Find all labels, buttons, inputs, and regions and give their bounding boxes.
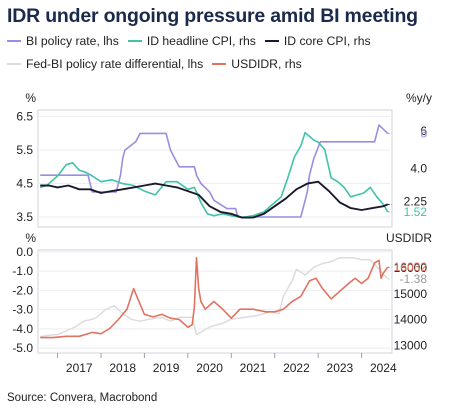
right-axis-label: %y/y [406, 91, 432, 105]
series-line [40, 256, 389, 339]
right-tick-label: 6 [420, 124, 427, 138]
right-tick-label: 4.0 [410, 162, 427, 176]
legend-label: BI policy rate, lhs [26, 34, 119, 48]
legend-item-core-cpi: ID core CPI, rhs [264, 34, 371, 48]
legend-label: ID headline CPI, rhs [146, 34, 256, 48]
legend-label: ID core CPI, rhs [283, 34, 371, 48]
legend-row-2: Fed-BI policy rate differential, lhs USD… [7, 57, 311, 71]
left-tick-label: 5.5 [16, 143, 33, 157]
legend-swatch [264, 39, 279, 43]
series-line [40, 256, 389, 338]
last-value-label: 1.52 [404, 205, 428, 219]
legend-swatch [7, 62, 21, 66]
series-line [39, 131, 389, 219]
right-tick-label: 13000 [394, 338, 428, 352]
legend-item-usdidr: USDIDR, rhs [212, 57, 302, 71]
x-tick-label: 2021 [240, 361, 267, 375]
left-tick-label: -3.0 [12, 303, 33, 317]
x-tick-label: 2018 [109, 361, 136, 375]
x-tick-label: 2020 [196, 361, 223, 375]
left-axis-label: % [25, 91, 36, 105]
right-tick-label: 2.25 [404, 195, 428, 209]
legend-item-fed-bi-differential: Fed-BI policy rate differential, lhs [7, 57, 203, 71]
plot-frame [37, 249, 393, 354]
legend-label: USDIDR, rhs [231, 57, 302, 71]
last-value-label: 16032 [394, 260, 428, 274]
right-tick-label: 16000 [394, 261, 428, 275]
x-tick-label: 2023 [327, 361, 354, 375]
legend-item-bi-policy-rate: BI policy rate, lhs [7, 34, 119, 48]
legend-swatch [7, 39, 21, 43]
right-tick-label: 14000 [394, 313, 428, 327]
legend-item-headline-cpi: ID headline CPI, rhs [127, 34, 256, 48]
series-line [40, 180, 389, 219]
right-tick-label: 15000 [394, 287, 428, 301]
last-value-label: -1.38 [400, 272, 428, 286]
chart-title: IDR under ongoing pressure amid BI meeti… [7, 5, 418, 27]
left-axis-label: % [25, 231, 36, 245]
x-tick-label: 2017 [66, 361, 93, 375]
left-tick-label: -2.0 [12, 283, 33, 297]
x-tick-label: 2024 [370, 361, 397, 375]
left-tick-label: 3.5 [16, 210, 33, 224]
x-tick-label: 2019 [153, 361, 180, 375]
left-tick-label: -4.0 [12, 322, 33, 336]
legend-row-1: BI policy rate, lhs ID headline CPI, rhs… [7, 34, 380, 48]
legend-swatch [127, 39, 142, 43]
left-tick-label: 0.0 [16, 245, 33, 259]
legend-swatch [212, 62, 227, 66]
left-tick-label: -1.0 [12, 264, 33, 278]
x-tick-label: 2022 [283, 361, 310, 375]
last-value-label: 6 [420, 126, 427, 140]
legend-label: Fed-BI policy rate differential, lhs [26, 57, 204, 71]
left-tick-label: 6.5 [16, 110, 33, 124]
left-tick-label: -5.0 [12, 341, 33, 355]
source-note: Source: Convera, Macrobond [7, 392, 158, 404]
right-axis-label: USDIDR [386, 231, 432, 245]
plot-frame [37, 109, 393, 228]
left-tick-label: 4.5 [16, 177, 33, 191]
series-line [40, 124, 389, 218]
